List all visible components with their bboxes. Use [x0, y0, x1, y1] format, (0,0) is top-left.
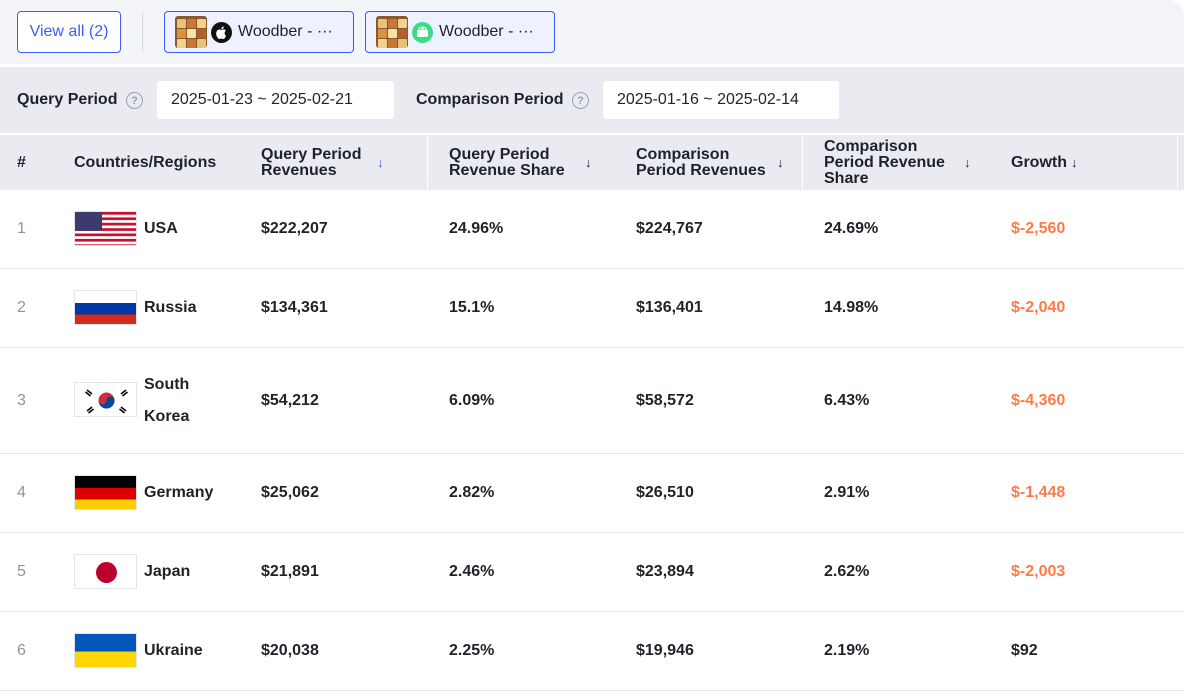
comparison-period-label: Comparison Period	[416, 91, 564, 108]
table-header: # Countries/Regions Query Period Revenue…	[0, 135, 1184, 190]
comparison-period-picker[interactable]: 2025-01-16 ~ 2025-02-14	[603, 81, 839, 119]
comparison-revenue-cell: $58,572	[636, 391, 694, 409]
column-divider	[1177, 135, 1178, 190]
view-all-button[interactable]: View all (2)	[17, 11, 121, 53]
comparison-share-cell: 2.62%	[824, 563, 870, 580]
rank-cell: 5	[17, 563, 26, 580]
query-revenue-cell: $134,361	[261, 299, 328, 316]
growth-cell: $-1,448	[1011, 484, 1066, 501]
rank-cell: 6	[17, 642, 26, 659]
header-label: Comparison Period Revenue Share	[824, 137, 945, 187]
country-name[interactable]: Russia	[144, 299, 197, 316]
comparison-share-cell: 2.91%	[824, 484, 870, 501]
app-chip-label: Woodber - ···	[439, 23, 534, 40]
growth-cell: $-2,040	[1011, 299, 1066, 316]
header-label: Query Period Revenues	[261, 145, 362, 179]
query-share-cell: 2.46%	[449, 563, 495, 580]
de-flag	[74, 475, 137, 510]
comparison-share-cell: 24.69%	[824, 220, 879, 237]
table-row[interactable]: 4 Germany $25,062 2.82% $26,510 2.91% $-…	[0, 454, 1184, 533]
comparison-share-cell: 2.19%	[824, 642, 870, 659]
table-row[interactable]: 6 Ukraine $20,038 2.25% $19,946 2.19% $9…	[0, 612, 1184, 691]
query-share-cell: 6.09%	[449, 391, 495, 409]
sort-arrow-icon[interactable]: ↓	[377, 154, 384, 170]
divider	[142, 12, 143, 52]
kr-flag	[74, 382, 137, 417]
comparison-revenue-cell: $136,401	[636, 299, 703, 316]
country-name[interactable]: Japan	[144, 563, 191, 580]
query-revenue-cell: $20,038	[261, 642, 319, 659]
sort-arrow-icon[interactable]: ↓	[964, 154, 971, 170]
comparison-revenue-cell: $224,767	[636, 220, 703, 237]
woodber-app-icon	[175, 16, 207, 48]
comparison-revenue-cell: $23,894	[636, 563, 694, 580]
jp-flag	[74, 554, 137, 589]
column-header-query-revenues[interactable]: Query Period Revenues ↓	[261, 135, 416, 190]
query-revenue-cell: $25,062	[261, 484, 319, 501]
app-chip-ios[interactable]: Woodber - ···	[164, 11, 354, 53]
rank-cell: 1	[17, 220, 26, 237]
query-revenue-cell: $222,207	[261, 220, 328, 237]
query-period-label: Query Period	[17, 91, 118, 108]
app-selector-bar: View all (2) Woodber - ···	[0, 0, 1184, 64]
header-label: Comparison Period Revenues	[636, 145, 766, 179]
query-share-cell: 24.96%	[449, 220, 504, 237]
query-share-cell: 15.1%	[449, 299, 495, 316]
table-row[interactable]: 2 Russia $134,361 15.1% $136,401 14.98% …	[0, 269, 1184, 348]
query-share-cell: 2.25%	[449, 642, 495, 659]
column-header-growth[interactable]: Growth ↓	[1011, 135, 1078, 190]
sort-arrow-icon[interactable]: ↓	[585, 154, 592, 170]
table-row[interactable]: 5 Japan $21,891 2.46% $23,894 2.62% $-2,…	[0, 533, 1184, 612]
period-filter-bar: Query Period ? 2025-01-23 ~ 2025-02-21 C…	[0, 67, 1184, 133]
query-revenue-cell: $54,212	[261, 391, 319, 409]
help-icon[interactable]: ?	[126, 92, 143, 109]
country-name[interactable]: Ukraine	[144, 642, 203, 659]
growth-cell: $92	[1011, 642, 1038, 659]
comparison-revenue-cell: $19,946	[636, 642, 694, 659]
comparison-share-cell: 6.43%	[824, 391, 870, 409]
growth-cell: $-4,360	[1011, 391, 1066, 409]
app-chip-label: Woodber - ···	[238, 23, 333, 40]
growth-cell: $-2,560	[1011, 220, 1066, 237]
ua-flag	[74, 633, 137, 668]
query-period-picker[interactable]: 2025-01-23 ~ 2025-02-21	[157, 81, 394, 119]
table-row[interactable]: 1 USA $222,207 24.96% $224,767 24.69% $-…	[0, 190, 1184, 269]
column-header-comparison-share[interactable]: Comparison Period Revenue Share ↓	[824, 135, 984, 190]
country-name[interactable]: South Korea	[144, 375, 190, 425]
header-label: Query Period Revenue Share	[449, 145, 565, 179]
query-share-cell: 2.82%	[449, 484, 495, 501]
help-icon[interactable]: ?	[572, 92, 589, 109]
country-name[interactable]: USA	[144, 220, 178, 237]
column-header-rank: #	[17, 153, 26, 171]
rank-cell: 4	[17, 484, 26, 501]
query-revenue-cell: $21,891	[261, 563, 319, 580]
column-divider	[427, 135, 428, 190]
column-header-query-share[interactable]: Query Period Revenue Share ↓	[449, 135, 609, 190]
sort-arrow-icon[interactable]: ↓	[1071, 154, 1078, 170]
table-row[interactable]: 3 South Korea $54,212 6.09% $58,572 6.43…	[0, 348, 1184, 454]
app-chip-android[interactable]: Woodber - ···	[365, 11, 555, 53]
column-header-country: Countries/Regions	[74, 153, 217, 171]
growth-cell: $-2,003	[1011, 563, 1066, 580]
rank-cell: 3	[17, 391, 26, 409]
comparison-share-cell: 14.98%	[824, 299, 879, 316]
country-name[interactable]: Germany	[144, 484, 214, 501]
woodber-app-icon	[376, 16, 408, 48]
apple-icon	[211, 21, 232, 43]
rank-cell: 2	[17, 299, 26, 316]
comparison-revenue-cell: $26,510	[636, 484, 694, 501]
android-icon	[412, 21, 433, 43]
column-divider	[802, 135, 803, 190]
sort-arrow-icon[interactable]: ↓	[777, 154, 784, 170]
ru-flag	[74, 290, 137, 325]
column-header-comparison-revenues[interactable]: Comparison Period Revenues ↓	[636, 135, 796, 190]
header-label: Growth	[1011, 153, 1067, 171]
us-flag	[74, 211, 137, 246]
